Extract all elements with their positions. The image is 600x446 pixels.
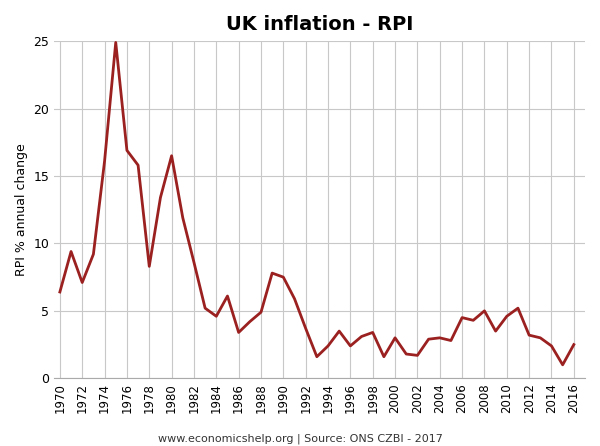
Title: UK inflation - RPI: UK inflation - RPI: [226, 15, 413, 34]
Y-axis label: RPI % annual change: RPI % annual change: [15, 143, 28, 276]
Text: www.economicshelp.org | Source: ONS CZBI - 2017: www.economicshelp.org | Source: ONS CZBI…: [158, 434, 442, 444]
